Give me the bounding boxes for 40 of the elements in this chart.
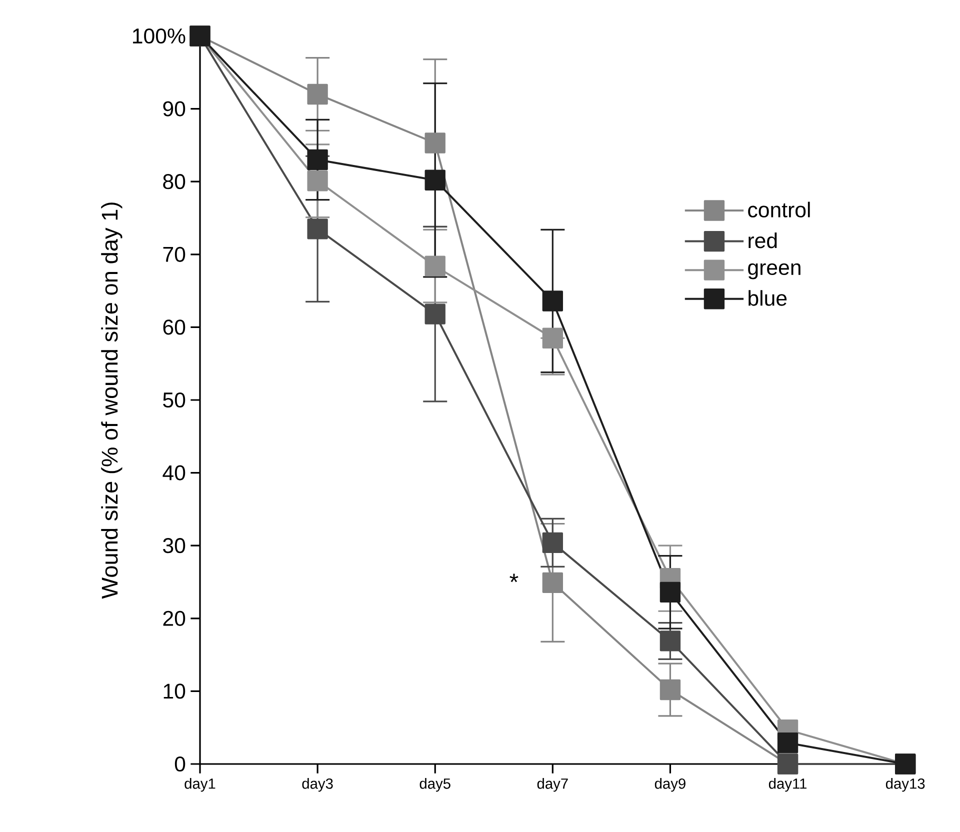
point [542, 328, 563, 348]
point [424, 132, 446, 154]
x-tick-label: day13 [886, 778, 925, 792]
x-tick-label: day5 [420, 778, 450, 792]
point [777, 732, 798, 754]
point [660, 630, 681, 652]
point [660, 582, 681, 603]
y-tick-label: 100% [133, 28, 186, 44]
point [424, 304, 446, 324]
point [542, 290, 563, 312]
y-tick-label: 60 [163, 320, 186, 335]
legend-label: red [748, 232, 777, 248]
y-tick-label: 0 [174, 756, 186, 772]
point [542, 532, 563, 554]
legend-label: control [748, 202, 810, 218]
x-tick-label: day3 [302, 778, 333, 792]
point [424, 170, 446, 190]
point [307, 84, 328, 105]
annotation: * [510, 574, 518, 582]
y-tick-label: 90 [163, 101, 186, 116]
y-tick-label: 10 [164, 684, 186, 699]
point [307, 218, 328, 240]
y-tick-label: 40 [162, 465, 186, 480]
legend-label: green [748, 263, 800, 280]
x-tick-label: day11 [768, 778, 806, 792]
point [307, 149, 328, 170]
point [307, 170, 328, 192]
x-tick-label: day7 [537, 778, 568, 792]
y-tick-label: 80 [163, 174, 186, 190]
point [660, 679, 681, 700]
y-axis-title: Wound size (% of wound size on day 1) [101, 202, 122, 599]
y-tick-label: 50 [163, 392, 186, 408]
y-tick-label: 70 [163, 246, 186, 262]
point [424, 256, 446, 276]
y-tick-label: 30 [163, 538, 186, 554]
x-tick-label: day1 [184, 778, 216, 792]
legend-label: blue [748, 290, 787, 306]
x-tick-label: day9 [654, 778, 686, 792]
y-tick-label: 20 [163, 610, 186, 626]
point [542, 572, 563, 594]
